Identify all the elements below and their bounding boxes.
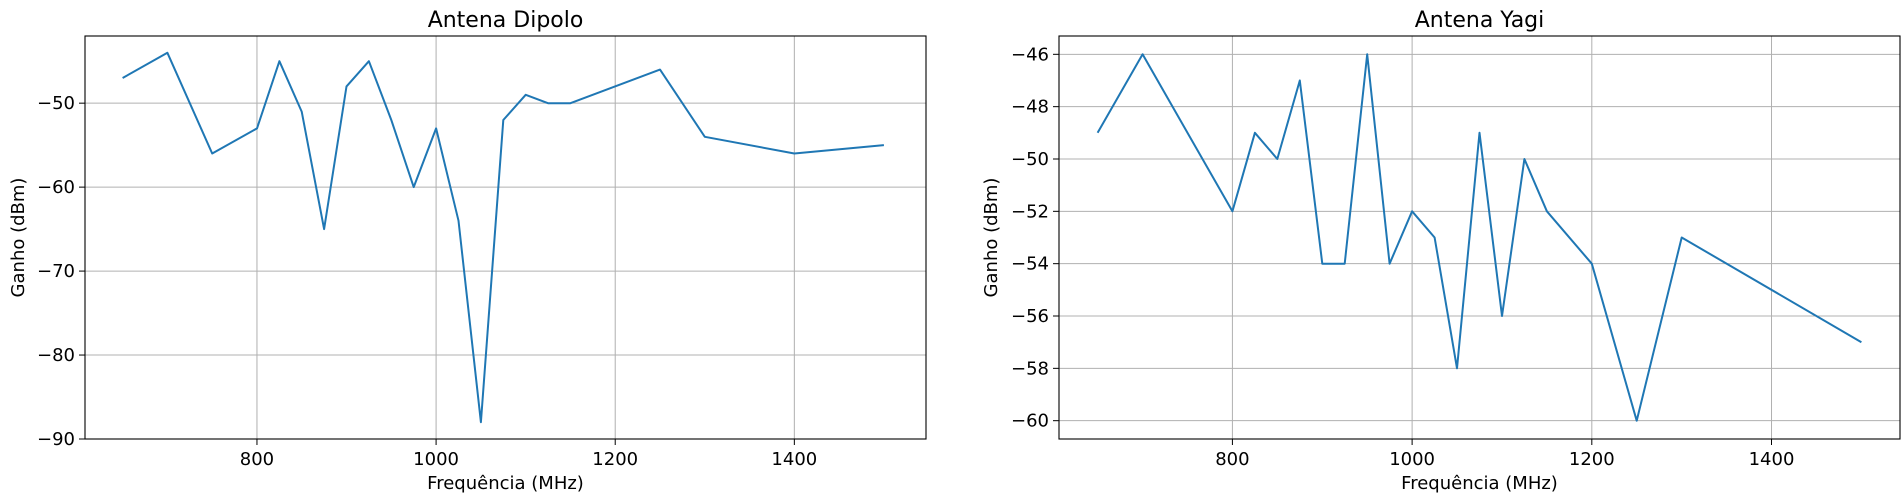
yagi-y-tick-label: −48 (1011, 97, 1049, 118)
dipolo-plot-frame (84, 35, 927, 440)
dipolo-panel: 800 1000 1200 1400 −90 −80 −70 −60 −50 Antena Di… (8, 8, 927, 494)
dipolo-ticks: 800 1000 1200 1400 −90 −80 −70 −60 −50 (37, 93, 817, 470)
dipolo-title: Antena Dipolo (428, 8, 584, 33)
yagi-y-tick-label: −50 (1011, 149, 1049, 170)
yagi-ticks: 800 1000 1200 1400 −60 −58 −56 −54 −52 −50 −48 −46 (1011, 44, 1794, 470)
dipolo-series (122, 51, 884, 424)
yagi-y-tick-label: −56 (1011, 306, 1049, 327)
dipolo-x-tick-label: 1200 (592, 449, 638, 470)
dipolo-y-axis-label: Ganho (dBm) (8, 178, 29, 298)
yagi-series-line (1096, 53, 1862, 422)
yagi-series (1096, 53, 1862, 422)
dipolo-series-line (122, 51, 884, 424)
yagi-x-tick-label: 1200 (1569, 449, 1615, 470)
dipolo-y-tick-label: −80 (37, 345, 75, 366)
yagi-y-tick-label: −52 (1011, 201, 1049, 222)
dipolo-y-tick-label: −90 (37, 429, 75, 450)
dipolo-y-tick-label: −50 (37, 93, 75, 114)
yagi-y-tick-label: −46 (1011, 44, 1049, 65)
dipolo-x-tick-label: 1000 (413, 449, 459, 470)
dipolo-x-tick-label: 800 (240, 449, 274, 470)
yagi-title: Antena Yagi (1415, 8, 1545, 33)
yagi-y-tick-label: −60 (1011, 411, 1049, 432)
yagi-grid (1059, 36, 1900, 439)
dipolo-y-tick-label: −60 (37, 177, 75, 198)
dipolo-grid (85, 36, 926, 440)
yagi-y-tick-label: −58 (1011, 358, 1049, 379)
yagi-y-axis-label: Ganho (dBm) (981, 178, 1002, 298)
yagi-x-tick-label: 800 (1215, 449, 1249, 470)
yagi-x-tick-label: 1400 (1749, 449, 1795, 470)
dipolo-x-axis-label: Frequência (MHz) (427, 473, 584, 494)
yagi-x-tick-label: 1000 (1389, 449, 1435, 470)
dipolo-y-tick-label: −70 (37, 261, 75, 282)
yagi-y-tick-label: −54 (1011, 254, 1049, 275)
yagi-plot-frame (1058, 35, 1901, 440)
yagi-panel: 800 1000 1200 1400−60−58−56−54−52−50−48−46 … (981, 8, 1901, 494)
yagi-x-axis-label: Frequência (MHz) (1401, 473, 1558, 494)
dipolo-x-tick-label: 1400 (771, 449, 817, 470)
